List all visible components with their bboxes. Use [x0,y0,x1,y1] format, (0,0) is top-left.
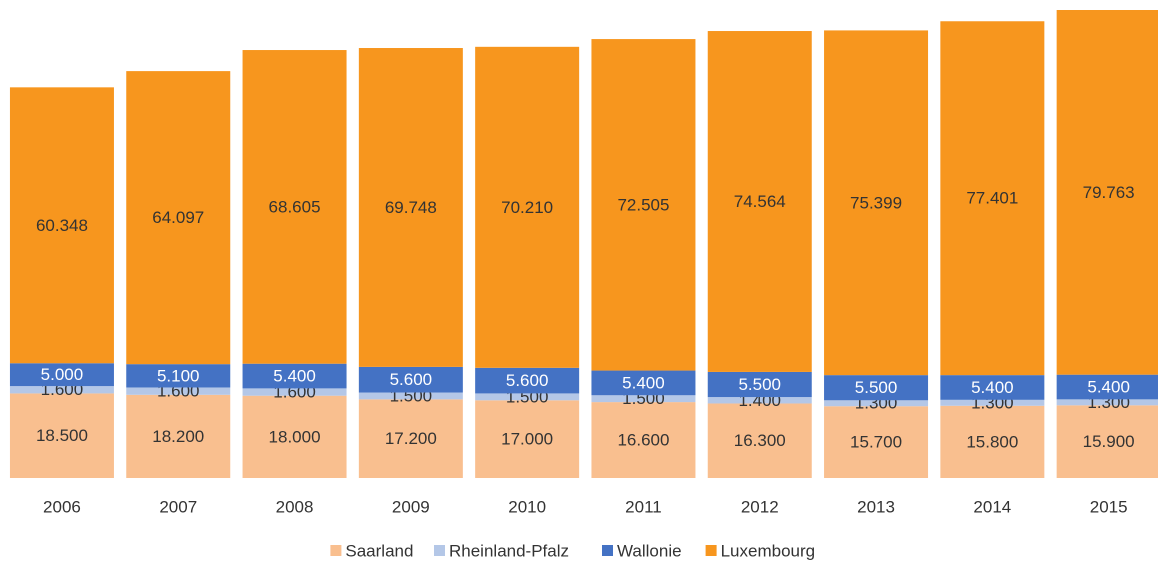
bar-segment [591,395,696,403]
bar-segment [591,39,696,371]
bar-segment [707,31,812,372]
x-tick-label: 2011 [625,497,662,516]
value-label: 74.564 [734,192,786,211]
value-label: 5.600 [506,371,549,390]
legend-label: Saarland [345,541,413,560]
value-label: 5.400 [971,378,1014,397]
bar-segment [707,397,812,404]
x-tick-label: 2010 [508,497,546,516]
bar-segment [824,400,929,407]
bar-segment [591,402,696,478]
value-label: 77.401 [966,189,1018,208]
x-tick-label: 2006 [43,497,81,516]
bar-segment [591,370,696,396]
bar-segment [358,48,463,367]
bar-segment [242,388,347,396]
x-tick-label: 2013 [857,497,895,516]
bar-segment [1056,10,1158,375]
bar-segment [1056,405,1158,478]
bar-segment [475,393,580,401]
bar-segment [126,71,231,365]
value-label: 60.348 [36,216,88,235]
x-tick-label: 2012 [741,497,779,516]
bar-segment [126,387,231,395]
bar-segment [9,363,114,387]
legend-label: Luxembourg [721,541,816,560]
value-label: 15.800 [966,432,1018,451]
bar-segment [126,394,231,478]
bar-segment [940,399,1045,406]
bar-segment [940,21,1045,376]
value-label: 5.400 [622,373,665,392]
legend-swatch [705,545,717,556]
value-label: 5.400 [1087,378,1130,397]
value-label: 70.210 [501,198,553,217]
bar-segment [242,395,347,478]
bar-segment [358,392,463,400]
bar-segment [475,400,580,478]
value-label: 18.200 [152,427,204,446]
value-label: 15.700 [850,433,902,452]
value-label: 16.300 [734,431,786,450]
bar-segment [475,367,580,394]
bar-segment [824,375,929,401]
x-tick-label: 2007 [159,497,197,516]
value-label: 79.763 [1083,183,1135,202]
legend-label: Rheinland-Pfalz [449,541,569,560]
value-label: 18.500 [36,426,88,445]
bar-segment [9,386,114,394]
bar-segment [824,406,929,478]
bar-segment [126,364,231,388]
bar-segment [707,403,812,478]
legend-swatch [330,545,342,556]
value-label: 5.100 [157,366,200,385]
value-label: 5.600 [390,370,433,389]
x-tick-label: 2009 [392,497,430,516]
legend-label: Wallonie [617,541,682,560]
bar-segment [242,50,347,364]
value-label: 18.000 [269,427,321,446]
x-tick-label: 2014 [973,497,1011,516]
value-label: 17.200 [385,429,437,448]
bar-segment [824,30,929,376]
x-tick-label: 2015 [1090,497,1128,516]
value-label: 5.000 [41,365,84,384]
bar-segment [242,363,347,389]
bar-segment [475,46,580,368]
bar-segment [1056,399,1158,406]
value-label: 16.600 [617,431,669,450]
bar-segment [9,393,114,478]
value-label: 5.500 [738,375,781,394]
bar-segment [940,405,1045,478]
value-label: 5.500 [855,378,898,397]
bar-segment [9,87,114,364]
x-tick-label: 2008 [276,497,314,516]
value-label: 15.900 [1083,432,1135,451]
value-label: 17.000 [501,430,553,449]
bar-segment [940,375,1045,400]
bar-segment [358,399,463,478]
bar-segment [707,371,812,398]
bar-segment [358,366,463,393]
value-label: 72.505 [617,195,669,214]
legend-swatch [602,545,613,556]
value-label: 75.399 [850,193,902,212]
bar-segment [1056,374,1158,400]
value-label: 69.748 [385,198,437,217]
legend-swatch [434,545,445,556]
value-label: 5.400 [273,367,316,386]
value-label: 68.605 [269,197,321,216]
value-label: 64.097 [152,208,204,227]
